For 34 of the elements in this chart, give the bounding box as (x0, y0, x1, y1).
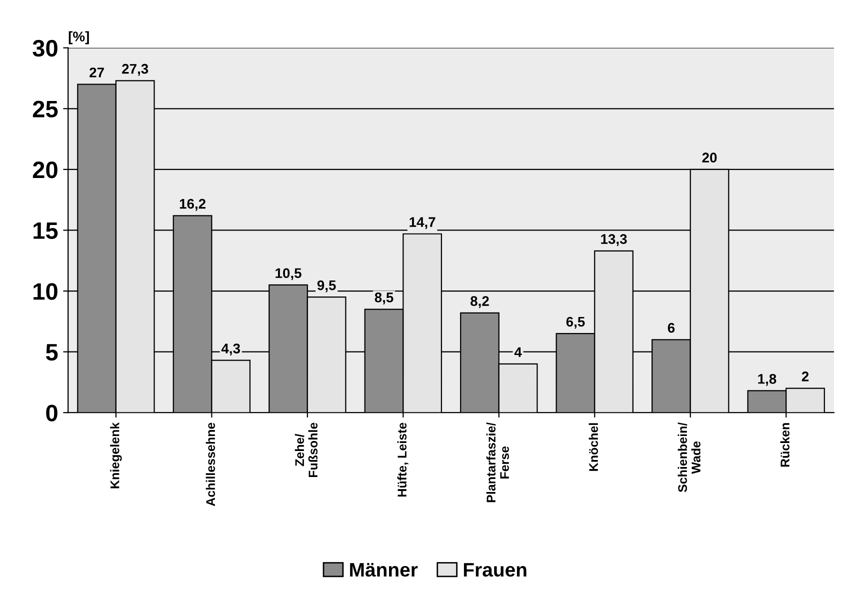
y-tick-label: 10 (34, 283, 58, 300)
y-tick-label: 30 (32, 40, 58, 57)
x-tick-label: Rücken (780, 423, 790, 467)
data-label: 27,3 (122, 64, 148, 76)
x-tick-label: Achillessehne (206, 422, 216, 506)
data-label: 14,7 (410, 217, 436, 229)
y-tick-label: 5 (46, 344, 58, 361)
x-tick-label: Kniegelenk (110, 422, 122, 488)
data-label: 10,5 (276, 268, 302, 280)
data-label: 4,3 (221, 344, 240, 356)
x-tick-label: Knöchel (588, 423, 598, 471)
x-tick-label: Plantarfaszie/ Ferse (486, 422, 509, 502)
data-label: 9,5 (317, 280, 336, 292)
x-tick-label: Hüfte, Leiste (397, 422, 408, 497)
x-tick-label: Schienbein/ Wade (678, 422, 700, 492)
data-label: 2 (802, 372, 809, 382)
data-label: 8,2 (470, 296, 489, 308)
y-tick-label: 0 (46, 404, 58, 422)
y-tick-label: 15 (34, 222, 58, 240)
legend-label: Männer (350, 563, 418, 577)
x-tick-label: Zehe/ Fußsohle (294, 422, 318, 478)
data-label: 13,3 (601, 234, 627, 246)
data-label: 16,2 (180, 198, 206, 211)
data-label: 20 (702, 152, 717, 163)
data-label: 27 (90, 68, 104, 78)
data-label: 1,8 (758, 374, 776, 386)
y-axis-title: [%] (68, 31, 89, 44)
data-label: 6,5 (566, 316, 585, 329)
data-label: 6 (668, 322, 675, 333)
legend-label: Frauen (464, 563, 526, 577)
data-label: 8,5 (374, 292, 394, 304)
y-tick-label: 20 (32, 162, 58, 178)
data-label: 4 (514, 347, 522, 357)
y-tick-label: 25 (32, 100, 58, 118)
